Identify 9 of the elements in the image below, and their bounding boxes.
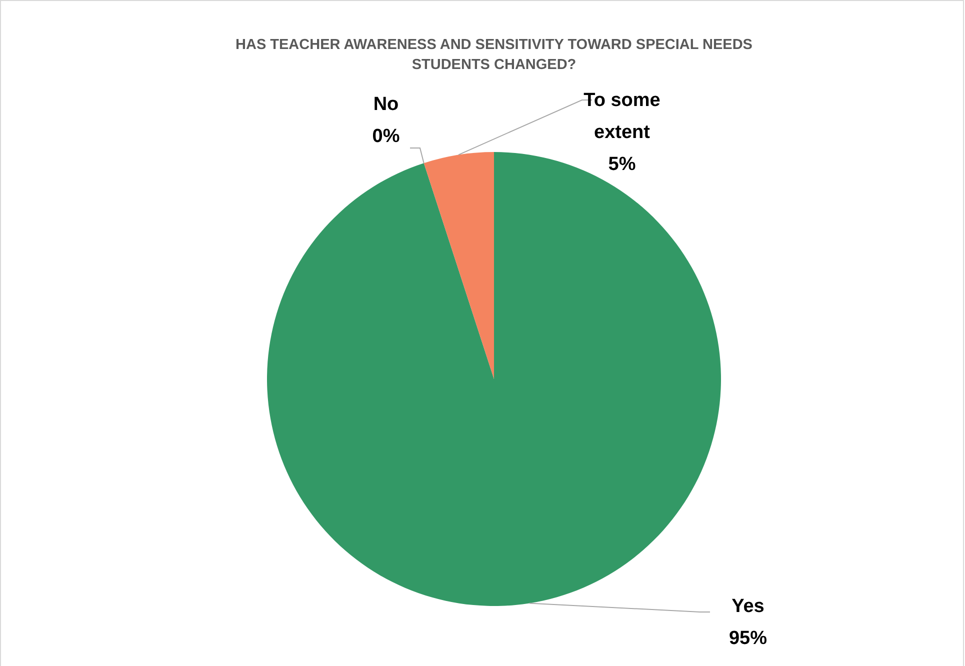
pie-slice — [424, 152, 494, 379]
slice-label: To some extent — [584, 90, 660, 143]
text: 0% — [372, 126, 400, 147]
slice-label: Yes — [732, 596, 764, 617]
data-label: 5% — [608, 154, 636, 175]
category-label: No — [373, 94, 399, 115]
chart-title: HAS TEACHER AWARENESS AND SENSITIVITY TOWARD SPECIAL NEEDS STUDENTS CHANGED? — [236, 37, 753, 73]
data-label: 95% — [728, 628, 768, 649]
pie-slice — [267, 152, 721, 606]
